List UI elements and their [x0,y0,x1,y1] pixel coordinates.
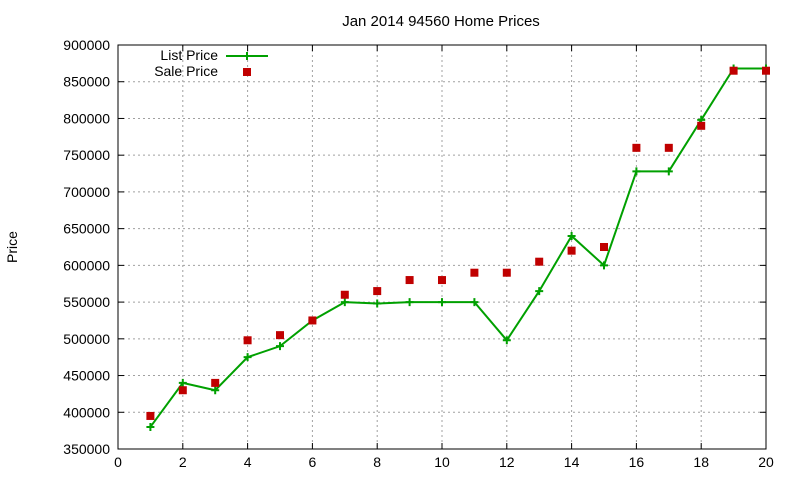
y-axis-label: Price [4,231,20,263]
sale-price-point [211,378,220,387]
sale-price-point [276,331,284,340]
x-tick-label: 4 [244,454,252,470]
y-tick-label: 750000 [63,147,110,163]
legend-list-price-label: List Price [160,47,218,63]
axis-ticks [117,44,767,450]
grid-lines [118,45,766,449]
sale-price-point [438,276,446,285]
sale-price-point [146,411,155,420]
sale-price-point [664,143,673,152]
legend-sale-price-marker [243,68,251,76]
sale-price-point [178,386,187,395]
sale-price-point [729,66,738,75]
list-price-point [276,342,284,351]
x-tick-label: 0 [114,454,122,470]
list-price-point [502,336,511,345]
sale-price-point [697,121,706,130]
y-tick-label: 850000 [63,74,110,90]
sale-price-point [470,268,479,277]
y-tick-label: 600000 [63,257,110,273]
sale-price-point [340,290,349,299]
legend-sale-price-label: Sale Price [154,63,218,79]
list-price-point [535,287,544,296]
chart-title: Jan 2014 94560 Home Prices [342,13,540,30]
sale-price-point [502,268,511,277]
list-price-point [146,422,155,431]
y-tick-label: 450000 [63,368,110,384]
y-tick-label: 500000 [63,331,110,347]
sale-price-point [405,276,414,285]
x-tick-label: 16 [629,454,645,470]
x-tick-label: 8 [373,454,381,470]
list-price-line [149,67,766,428]
sale-price-point [632,143,641,152]
sale-price-point [535,257,544,266]
legend: List Price Sale Price [154,47,268,79]
list-price-point [373,299,382,308]
sale-price-point [600,243,608,251]
sale-price-point [243,336,252,345]
legend-list-price-marker [243,52,251,60]
list-price-point [243,353,252,362]
x-tick-label: 18 [693,454,709,470]
tick-labels: 0 2 4 6 8 10 12 14 16 18 20 350000 400000 450000 50000… [63,37,774,470]
y-tick-label: 400000 [63,404,110,420]
y-tick-label: 700000 [63,184,110,200]
y-tick-label: 900000 [63,37,110,53]
list-price-point [178,378,187,387]
x-tick-label: 14 [564,454,580,470]
y-tick-label: 550000 [63,294,110,310]
list-price-point [405,298,414,307]
x-tick-label: 6 [309,454,317,470]
list-price-point [664,167,673,176]
x-tick-label: 10 [434,454,450,470]
sale-price-point [567,246,576,255]
list-price-point [567,231,576,240]
list-price-point [470,298,479,307]
list-price-point [632,167,641,176]
x-tick-label: 2 [179,454,187,470]
y-tick-label: 800000 [63,110,110,126]
x-tick-label: 20 [758,454,774,470]
series-layer [146,64,770,431]
y-tick-label: 350000 [63,441,110,457]
sale-price-point [762,66,770,75]
sale-price-point [373,287,382,296]
x-tick-label: 12 [499,454,515,470]
sale-price-point [308,316,317,325]
list-price-point [438,298,446,307]
list-price-point [340,298,349,307]
list-price-point [600,261,608,270]
list-price-point [211,386,220,395]
y-tick-label: 650000 [63,221,110,237]
